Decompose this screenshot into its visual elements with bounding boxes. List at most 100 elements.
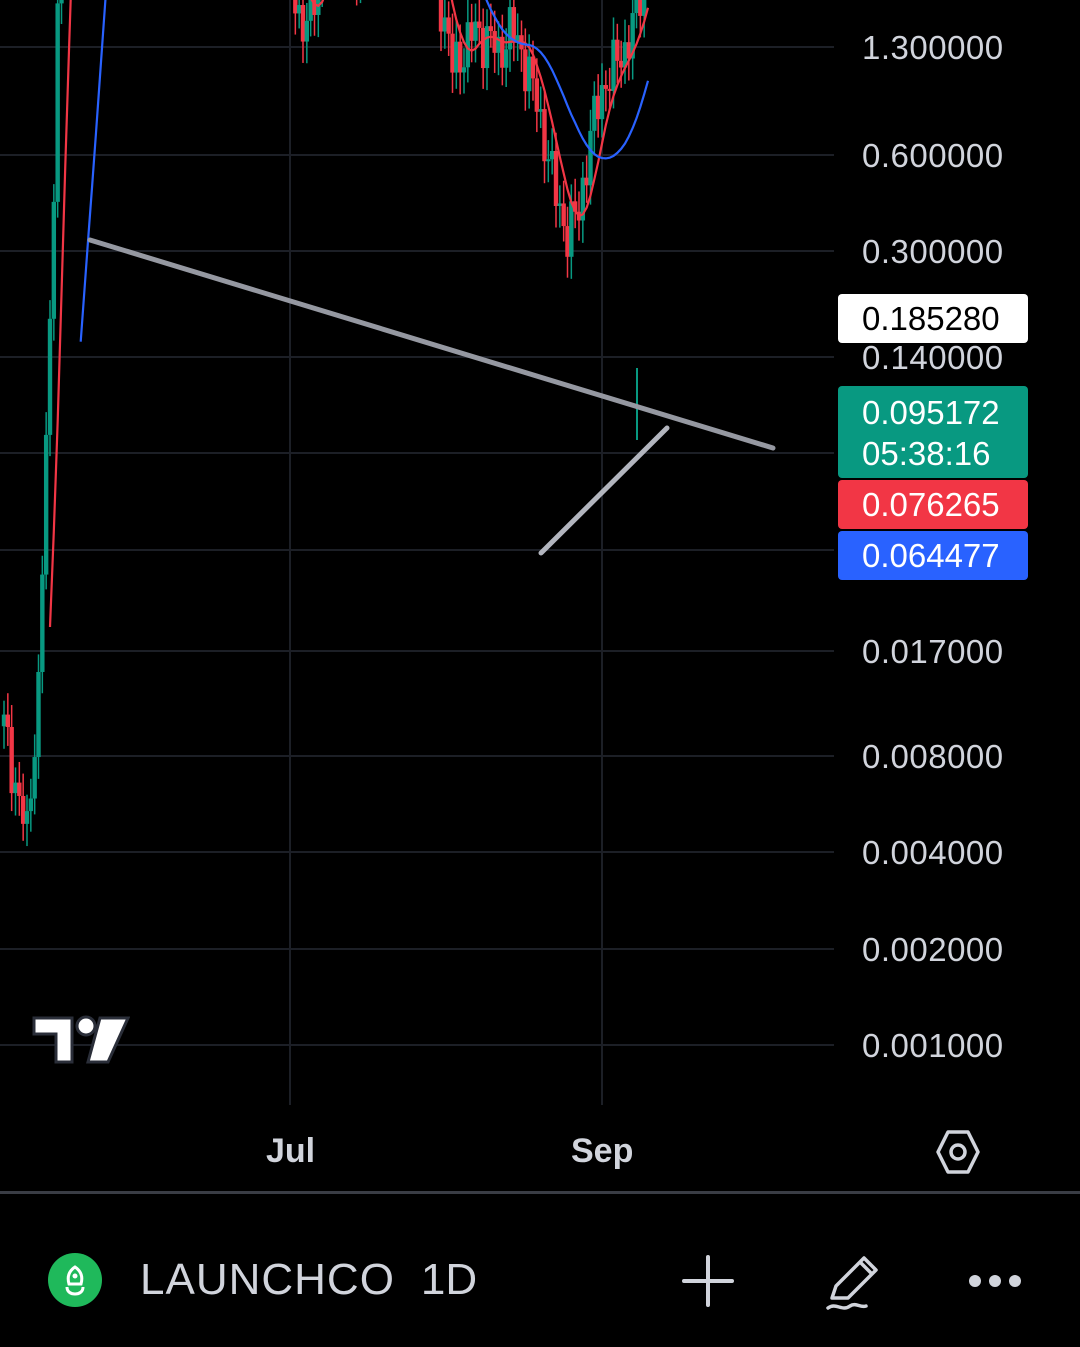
candle-body xyxy=(607,88,612,92)
candle-body xyxy=(312,0,317,15)
candle-body xyxy=(59,0,64,4)
candle-body xyxy=(457,41,463,73)
ma-red-line xyxy=(48,0,650,628)
candle-body xyxy=(308,0,313,21)
candle-body xyxy=(634,0,639,14)
candle-body xyxy=(507,7,513,50)
candle-body xyxy=(304,20,310,42)
candle-body xyxy=(561,203,566,227)
rocket-coin-icon xyxy=(65,1265,85,1296)
symbol-selector[interactable]: LAUNCHCO 1D xyxy=(48,1252,477,1308)
candle-body xyxy=(496,36,501,53)
candle-body xyxy=(450,33,455,73)
candle-body xyxy=(565,226,570,257)
price-axis-label: 0.001000 xyxy=(862,1027,1004,1064)
time-label-jul: Jul xyxy=(266,1132,316,1170)
candle-body xyxy=(1,714,7,727)
time-label-sep: Sep xyxy=(571,1132,634,1170)
candle-body xyxy=(580,177,586,221)
candle-body xyxy=(442,17,448,32)
reference-price-label: 0.185280 xyxy=(838,294,1028,343)
candle-body xyxy=(5,714,11,728)
pencil-icon xyxy=(826,1256,878,1310)
candle-body xyxy=(588,130,593,186)
candle-body xyxy=(461,67,467,73)
candle-body xyxy=(492,31,497,53)
candle-body xyxy=(454,41,459,73)
candle-body xyxy=(446,17,451,34)
ma-red-price-label: 0.076265 xyxy=(838,480,1028,529)
candle-body xyxy=(43,434,49,575)
candle-body xyxy=(51,201,57,319)
candle-body xyxy=(477,21,482,28)
candle-body xyxy=(557,203,563,206)
descending-trendline xyxy=(87,237,776,451)
candle-body xyxy=(13,782,18,794)
candle-body xyxy=(20,795,26,824)
candle-body xyxy=(293,0,298,14)
candle-body xyxy=(438,0,444,32)
candle-body xyxy=(553,150,559,206)
candle-body xyxy=(469,22,474,41)
candle-body xyxy=(572,201,578,212)
price-axis-label: 0.140000 xyxy=(862,339,1004,376)
more-dots-icon xyxy=(969,1275,1021,1287)
candle-body xyxy=(523,49,528,92)
candle-body xyxy=(595,95,601,120)
last-price-value: 0.095172 xyxy=(862,394,1000,431)
candle-body xyxy=(17,782,22,796)
price-axis-label: 0.300000 xyxy=(862,233,1004,270)
candle-body xyxy=(9,727,14,794)
bar-countdown: 05:38:16 xyxy=(862,435,991,472)
price-axis-label: 0.002000 xyxy=(862,931,1004,968)
candle-body xyxy=(626,42,632,59)
candle-body xyxy=(603,85,609,89)
candle-body xyxy=(599,85,605,120)
price-chart[interactable] xyxy=(0,0,1080,1110)
candle-body xyxy=(473,21,478,41)
candle-body xyxy=(546,159,551,162)
candle-body xyxy=(55,3,60,202)
plus-icon xyxy=(682,1255,734,1307)
bottom-toolbar: LAUNCHCO 1D xyxy=(0,1194,1080,1347)
candle-body xyxy=(24,811,30,824)
candle-body xyxy=(296,5,302,14)
candle-body xyxy=(36,671,41,758)
chart-settings-button[interactable] xyxy=(930,1124,986,1180)
add-indicator-button[interactable] xyxy=(673,1246,743,1316)
tradingview-logo xyxy=(30,1012,131,1075)
toolbar-divider xyxy=(0,1191,1080,1194)
candle-body xyxy=(592,95,597,131)
candle-body xyxy=(503,49,509,68)
candle-body xyxy=(484,26,490,69)
candle-body xyxy=(32,757,37,799)
ma-blue-line xyxy=(79,0,650,342)
candle-body xyxy=(611,39,616,92)
candle-body xyxy=(630,13,635,59)
candle-body xyxy=(300,5,306,42)
candle-body xyxy=(530,56,536,79)
price-axis-label: 0.600000 xyxy=(862,137,1004,174)
candle-body xyxy=(615,39,620,61)
price-axis-label: 1.300000 xyxy=(862,29,1004,66)
symbol-name: LAUNCHCO xyxy=(140,1255,395,1304)
more-options-button[interactable] xyxy=(960,1246,1030,1316)
last-price-label: 0.095172 05:38:16 xyxy=(838,386,1028,478)
candle-body xyxy=(641,0,647,16)
candle-body xyxy=(316,0,321,15)
candle-body xyxy=(500,36,505,68)
candle-body xyxy=(549,150,555,160)
ma-blue-price-label: 0.064477 xyxy=(838,531,1028,580)
drawing-tools-button[interactable] xyxy=(818,1246,888,1316)
candle-body xyxy=(480,27,486,69)
price-axis-label: 0.008000 xyxy=(862,738,1004,775)
candle-body xyxy=(584,177,589,186)
candle-body xyxy=(569,201,574,257)
candle-body xyxy=(622,42,628,68)
ascending-trendline xyxy=(538,425,670,556)
candle-body xyxy=(542,109,547,162)
interval-selector[interactable]: 1D xyxy=(420,1255,478,1304)
chart-area[interactable]: 1.300000 0.600000 0.300000 0.140000 0.017000… xyxy=(0,0,1080,1110)
candle-body xyxy=(40,574,45,672)
candle-body xyxy=(526,56,532,92)
